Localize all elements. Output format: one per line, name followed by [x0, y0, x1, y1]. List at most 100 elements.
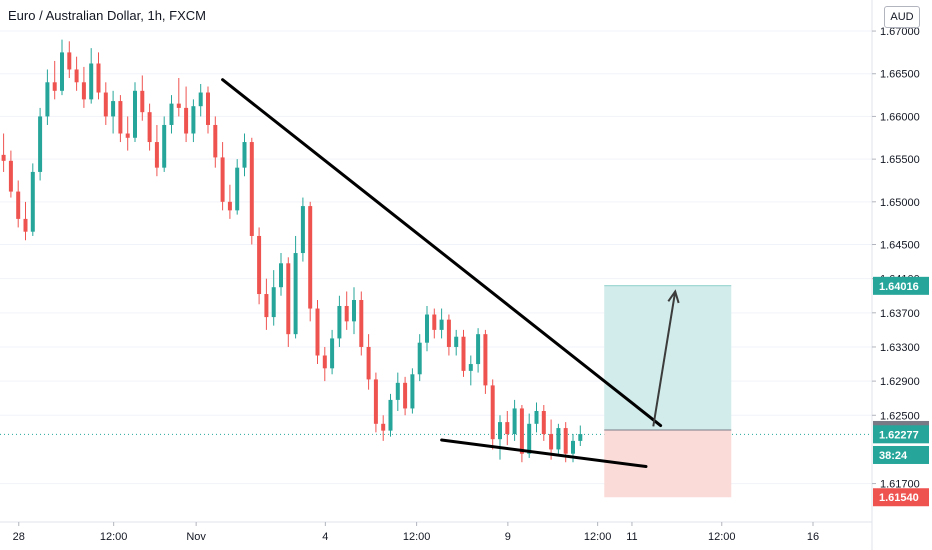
- candle-body: [315, 308, 320, 356]
- candle: [337, 295, 342, 347]
- candle-body: [184, 107, 189, 134]
- candle-body: [527, 423, 532, 454]
- candle-body: [1, 154, 6, 161]
- price-label-bg: [873, 276, 929, 295]
- candle: [556, 423, 561, 454]
- y-tick-label: 1.66500: [880, 69, 920, 81]
- candle: [133, 82, 137, 143]
- candle: [512, 399, 517, 441]
- y-tick-label: 1.63300: [880, 342, 920, 354]
- candle-body: [271, 287, 276, 318]
- candle-body: [373, 379, 378, 424]
- candle-body: [505, 422, 510, 435]
- currency-button[interactable]: AUD: [884, 6, 920, 28]
- candle: [52, 60, 57, 100]
- candle: [352, 287, 356, 335]
- candle-body: [578, 434, 583, 441]
- candle-body: [103, 92, 108, 117]
- trendline[interactable]: [440, 438, 648, 469]
- candle-body: [147, 112, 152, 143]
- target-arrow[interactable]: [652, 291, 677, 427]
- candle-body: [264, 294, 269, 318]
- price-label: 1.62277: [873, 425, 929, 444]
- candle: [446, 314, 451, 356]
- candle-body: [563, 428, 568, 454]
- candle: [395, 372, 400, 412]
- candle: [30, 163, 35, 236]
- candle: [271, 270, 276, 326]
- candle: [279, 253, 283, 296]
- candle-body: [461, 336, 466, 371]
- y-tick-label: 1.62500: [880, 410, 920, 422]
- candle: [220, 142, 225, 211]
- candle-body: [198, 92, 203, 107]
- candle-body: [439, 319, 444, 330]
- y-tick-label: 1.67000: [880, 26, 920, 38]
- candle-body: [468, 364, 473, 371]
- price-label-text: 1.62277: [879, 429, 919, 441]
- x-tick-label: 9: [505, 531, 511, 543]
- candle: [403, 376, 408, 416]
- candle-body: [549, 434, 554, 450]
- candle: [344, 291, 349, 330]
- candle: [541, 405, 546, 441]
- chart-title: Euro / Australian Dollar, 1h, FXCM: [8, 8, 206, 23]
- candle-body: [81, 82, 86, 100]
- candle-body: [111, 101, 116, 117]
- candle-body: [286, 263, 291, 335]
- candle-body: [23, 218, 28, 232]
- candle: [264, 278, 269, 330]
- price-label-bg: [873, 445, 929, 464]
- candle-body: [300, 206, 305, 254]
- candle-body: [249, 142, 254, 236]
- candle: [242, 133, 247, 177]
- candle-body: [293, 253, 298, 335]
- candle-body: [359, 300, 364, 347]
- candle: [176, 78, 181, 117]
- y-tick-label: 1.63700: [880, 308, 920, 320]
- candle: [498, 415, 502, 460]
- candle-body: [227, 201, 232, 211]
- y-tick-label: 1.65500: [880, 154, 920, 166]
- position-zones[interactable]: [604, 285, 732, 498]
- candle-body: [519, 408, 524, 454]
- candle: [534, 402, 539, 433]
- drawings[interactable]: [221, 78, 680, 469]
- candle: [111, 90, 116, 134]
- candle-body: [45, 82, 50, 117]
- y-tick-label: 1.65000: [880, 197, 920, 209]
- candle: [366, 334, 371, 390]
- target-zone[interactable]: [604, 285, 732, 430]
- candle: [81, 66, 86, 108]
- candle: [578, 425, 583, 447]
- candle-body: [96, 63, 101, 93]
- price-axis[interactable]: 1.67000 1.66500 1.66000 1.65500 1.65000 1.645…: [872, 26, 920, 491]
- price-label-bg: [873, 488, 929, 507]
- candle-body: [52, 82, 57, 91]
- x-tick-label: 28: [13, 531, 25, 543]
- candle: [103, 82, 108, 125]
- candle: [519, 405, 524, 463]
- candle: [206, 86, 210, 134]
- arrow-head: [667, 289, 680, 304]
- candle: [432, 308, 437, 339]
- candle: [8, 150, 13, 198]
- candle: [425, 305, 429, 352]
- candle: [373, 372, 378, 433]
- candle-body: [556, 428, 561, 450]
- x-tick-label: 16: [807, 531, 819, 543]
- y-tick-label: 1.64500: [880, 240, 920, 252]
- candle-body: [154, 142, 159, 168]
- candle: [184, 86, 189, 143]
- trendline[interactable]: [221, 78, 663, 428]
- candle: [439, 308, 444, 339]
- candle-body: [381, 423, 386, 431]
- y-tick-label: 1.66000: [880, 111, 920, 123]
- candle-body: [30, 171, 35, 232]
- time-axis[interactable]: 28 12:00 Nov 4 12:00 9 12:00 11 12:00 16: [13, 522, 819, 543]
- x-tick-label: 12:00: [584, 531, 612, 543]
- candle-body: [512, 408, 517, 435]
- price-label-text: 38:24: [879, 450, 908, 462]
- candle: [454, 329, 459, 356]
